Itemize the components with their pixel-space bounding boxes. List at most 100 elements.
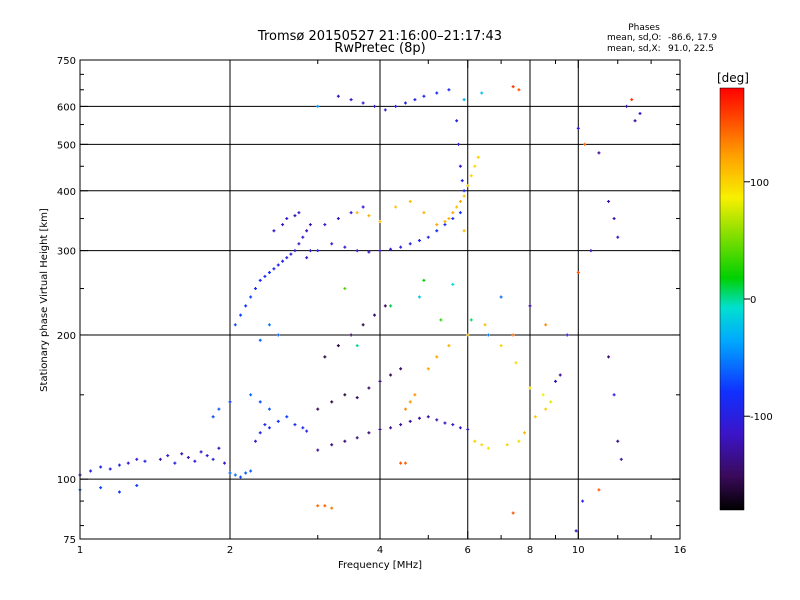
stats-x-label: mean, sd,X: [607, 44, 661, 54]
data-point [458, 426, 462, 430]
data-point [285, 415, 289, 419]
data-point [389, 373, 393, 377]
data-point [413, 98, 417, 102]
data-point [297, 242, 301, 246]
data-point [399, 461, 403, 465]
data-point [597, 488, 601, 492]
x-tick-label: 4 [377, 545, 383, 556]
data-point [276, 263, 280, 267]
data-point [166, 454, 170, 458]
data-point [99, 486, 103, 490]
chart-subtitle: RwPretec (8p) [334, 41, 425, 56]
data-point [408, 419, 412, 423]
data-point [361, 323, 365, 327]
data-point [276, 333, 280, 337]
data-point [193, 459, 197, 463]
x-tick-label: 2 [227, 545, 233, 556]
data-point [293, 423, 297, 427]
data-point [316, 504, 320, 508]
y-tick-label: 750 [57, 56, 76, 67]
data-point [343, 393, 347, 397]
data-point [417, 238, 421, 242]
data-point [389, 304, 393, 308]
y-tick-label: 200 [57, 331, 76, 342]
y-tick-label: 100 [57, 475, 76, 486]
data-point [89, 469, 93, 473]
data-point [263, 423, 267, 427]
data-point [480, 91, 484, 95]
data-point [285, 256, 289, 260]
data-point [289, 252, 293, 256]
grid-layer [80, 60, 680, 539]
data-point [607, 355, 611, 359]
data-point [399, 367, 403, 371]
colorbar [719, 87, 745, 511]
data-point [408, 242, 412, 246]
x-tick-label: 1 [77, 545, 83, 556]
data-point [186, 455, 190, 459]
data-point [135, 483, 139, 487]
data-point [343, 287, 347, 291]
data-point [426, 367, 430, 371]
data-point [451, 282, 455, 286]
data-point [367, 250, 371, 254]
x-axis-label: Frequency [MHz] [338, 560, 422, 571]
data-point [361, 101, 365, 105]
data-point [281, 223, 285, 227]
data-point [630, 98, 634, 102]
data-point [394, 104, 398, 108]
data-point [447, 88, 451, 92]
data-point [244, 304, 248, 308]
data-point [638, 111, 642, 115]
data-point [549, 400, 553, 404]
data-point [511, 333, 515, 337]
data-point [108, 467, 112, 471]
data-point [223, 461, 227, 465]
data-point [589, 249, 593, 253]
data-point [544, 323, 548, 327]
data-point [180, 452, 184, 456]
data-point [565, 333, 569, 337]
data-point [355, 396, 359, 400]
data-point [239, 313, 243, 317]
data-point [403, 407, 407, 411]
data-point [233, 473, 237, 477]
data-point [239, 475, 243, 479]
data-point [422, 211, 426, 215]
data-point [135, 457, 139, 461]
data-point [349, 211, 353, 215]
data-point [576, 126, 580, 130]
data-point [399, 245, 403, 249]
data-point [469, 318, 473, 322]
data-point [422, 278, 426, 282]
data-point [233, 323, 237, 327]
stats-o-label: mean, sd,O: [607, 33, 661, 43]
data-point [293, 249, 297, 253]
data-point [451, 423, 455, 427]
data-point [367, 214, 371, 218]
data-point [451, 217, 455, 221]
stats-heading: Phases [628, 23, 660, 33]
data-point [244, 471, 248, 475]
colorbar-tick-label: 0 [750, 295, 756, 306]
data-point [553, 379, 557, 383]
data-point [417, 416, 421, 420]
data-point [263, 274, 267, 278]
data-point [426, 415, 430, 419]
data-point [336, 94, 340, 98]
data-point [597, 151, 601, 155]
data-point [383, 108, 387, 112]
data-point [480, 443, 484, 447]
data-point [99, 465, 103, 469]
y-tick-label: 600 [57, 102, 76, 113]
data-point [458, 211, 462, 215]
data-point [355, 436, 359, 440]
data-point [581, 499, 585, 503]
data-point [297, 211, 301, 215]
data-point [308, 249, 312, 253]
data-point [447, 217, 451, 221]
data-point [293, 214, 297, 218]
data-point [460, 179, 464, 183]
x-tick-label: 16 [674, 545, 687, 556]
data-point [217, 446, 221, 450]
